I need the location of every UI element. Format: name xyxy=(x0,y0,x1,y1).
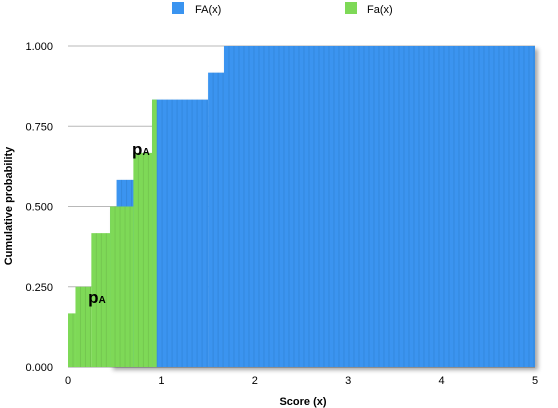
fa-upper-bar xyxy=(152,99,209,368)
legend-label-fa-upper: FA(x) xyxy=(195,4,221,16)
x-tick-label: 3 xyxy=(345,375,351,387)
legend-swatch-fa-upper xyxy=(172,2,184,14)
series-fa-lower-bars xyxy=(68,99,157,368)
y-axis-title: Cumulative probability xyxy=(3,146,15,265)
annotation-label: pA xyxy=(132,140,150,159)
x-tick-label: 4 xyxy=(439,375,445,387)
annotations: pA pA xyxy=(88,140,150,307)
x-tick-label: 0 xyxy=(65,375,71,387)
legend: FA(x) Fa(x) xyxy=(172,2,393,16)
legend-item-fa-upper: FA(x) xyxy=(172,2,221,16)
fa-lower-bar xyxy=(75,286,92,367)
legend-label-fa-lower: Fa(x) xyxy=(367,4,393,16)
fa-upper-bar xyxy=(208,72,224,367)
fa-lower-bar xyxy=(133,152,153,367)
y-tick-label: 0.000 xyxy=(25,362,53,374)
legend-item-fa-lower: Fa(x) xyxy=(345,2,393,16)
fa-lower-bar xyxy=(110,206,134,367)
x-tick-label: 1 xyxy=(158,375,164,387)
y-tick-label: 0.500 xyxy=(25,202,53,214)
x-axis-title: Score (x) xyxy=(279,396,326,408)
fa-lower-bar xyxy=(152,99,157,368)
x-axis-ticks: 0 1 2 3 4 5 xyxy=(65,375,538,387)
x-tick-label: 2 xyxy=(252,375,258,387)
legend-swatch-fa-lower xyxy=(345,2,357,14)
series-fa-upper-bars xyxy=(110,46,535,368)
fa-lower-bar xyxy=(68,313,76,367)
fa-upper-bar xyxy=(223,46,535,367)
x-tick-label: 5 xyxy=(532,375,538,387)
y-tick-label: 0.750 xyxy=(25,121,53,133)
fa-lower-bar xyxy=(91,233,111,367)
y-axis-ticks: 0.000 0.250 0.500 0.750 1.000 xyxy=(25,41,53,374)
y-tick-label: 1.000 xyxy=(25,41,53,53)
y-tick-label: 0.250 xyxy=(25,282,53,294)
annotation-label: pA xyxy=(88,288,106,307)
